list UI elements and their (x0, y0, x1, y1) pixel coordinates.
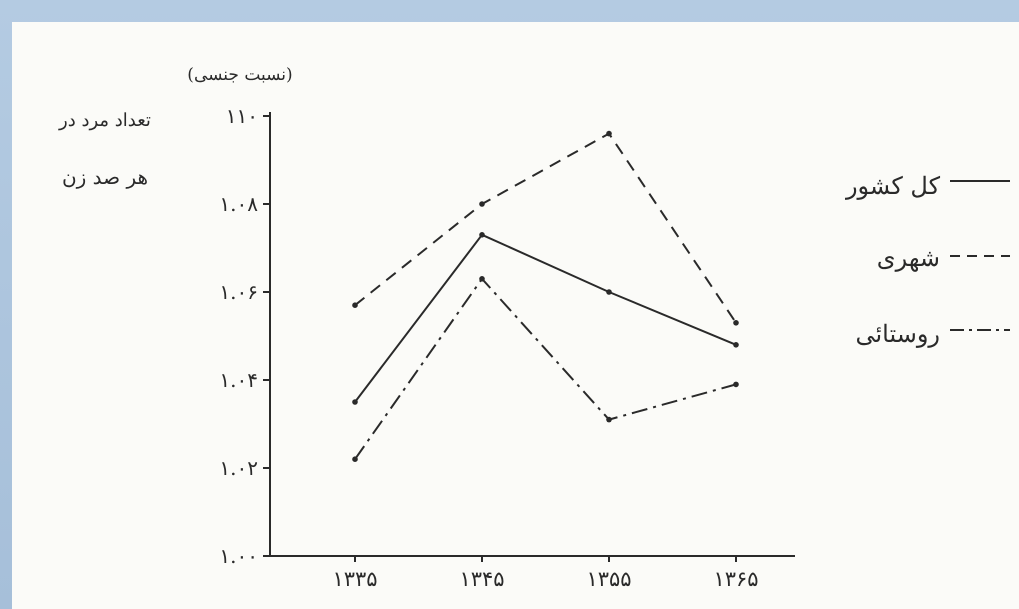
legend-label-rural: روستائی (855, 320, 940, 348)
data-point (606, 416, 612, 423)
y-axis-label-line-2: تعداد مرد در (58, 110, 151, 131)
series-line-urban (354, 132, 737, 324)
axes (269, 112, 795, 557)
legend: کل کشور شهری روستائی (845, 172, 1010, 348)
y-tick-label: ۱.۰۶ (219, 280, 258, 304)
legend-item-total: کل کشور (845, 172, 1010, 200)
series-lines (352, 130, 739, 463)
data-point (479, 232, 485, 238)
x-tick-label: ۱۳۴۵ (459, 567, 504, 591)
data-point (733, 320, 739, 326)
data-point (352, 456, 358, 463)
data-point (352, 302, 358, 309)
y-tick-label: ۱.۰۲ (219, 456, 258, 480)
x-tick-label: ۱۳۵۵ (586, 567, 631, 591)
series-line-rural (354, 277, 737, 460)
y-tick-label: ۱۱۰ (226, 104, 258, 128)
data-point (733, 381, 739, 388)
y-tick-label: ۱.۰۰ (219, 544, 258, 568)
y-tick-label: ۱.۰۸ (219, 192, 258, 216)
x-tick-label: ۱۳۶۵ (713, 567, 758, 591)
data-point (352, 399, 358, 405)
legend-label-urban: شهری (877, 244, 940, 272)
y-axis-label-line-1: (نسبت جنسی) (187, 65, 292, 85)
x-tick-label: ۱۳۳۵ (332, 567, 377, 591)
data-point (606, 130, 612, 137)
y-tick-label: ۱.۰۴ (219, 368, 258, 392)
x-ticks: ۱۳۳۵ ۱۳۴۵ ۱۳۵۵ ۱۳۶۵ (332, 556, 759, 591)
legend-item-rural: روستائی (855, 320, 1010, 348)
series-line-total (354, 233, 737, 403)
data-point (479, 276, 485, 282)
y-axis-label: (نسبت جنسی) تعداد مرد در هر صد زن (58, 65, 293, 189)
y-axis-label-line-3: هر صد زن (62, 165, 148, 189)
y-ticks: ۱.۰۰ ۱.۰۲ ۱.۰۴ ۱.۰۶ ۱.۰۸ ۱۱۰ (219, 104, 270, 568)
data-point (479, 201, 485, 207)
data-point (606, 289, 612, 295)
data-point (733, 342, 739, 348)
legend-label-total: کل کشور (845, 172, 941, 200)
legend-item-urban: شهری (877, 244, 1010, 272)
